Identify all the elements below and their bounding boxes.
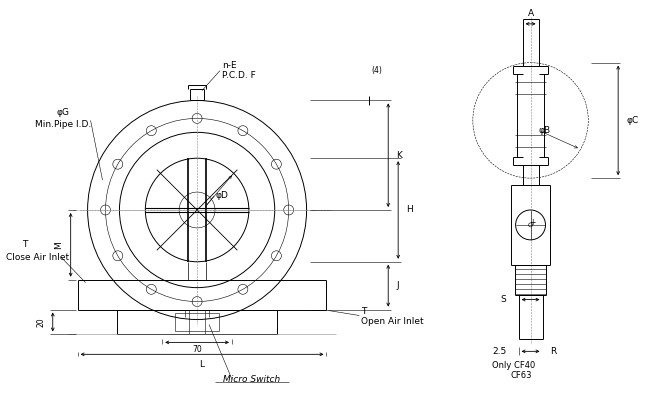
Text: S: S xyxy=(500,295,506,304)
Text: φG: φG xyxy=(56,108,69,117)
Text: K: K xyxy=(396,151,402,160)
Text: J: J xyxy=(396,281,399,290)
Text: T: T xyxy=(22,240,27,249)
Text: 70: 70 xyxy=(192,345,202,354)
Text: φC: φC xyxy=(626,116,638,125)
Text: CF63: CF63 xyxy=(511,371,532,380)
Text: 2.5: 2.5 xyxy=(492,347,507,356)
Text: H: H xyxy=(406,205,413,215)
Text: Only CF40: Only CF40 xyxy=(492,361,535,370)
Text: Close Air Inlet: Close Air Inlet xyxy=(7,253,69,262)
Text: φB: φB xyxy=(539,126,551,135)
Text: n-E: n-E xyxy=(222,61,237,70)
Text: φD: φD xyxy=(215,190,228,200)
Text: Min.Pipe I.D.: Min.Pipe I.D. xyxy=(35,120,91,129)
Text: R: R xyxy=(550,347,557,356)
Text: P.C.D. F: P.C.D. F xyxy=(222,71,256,80)
Text: (4): (4) xyxy=(371,66,382,75)
Text: Open Air Inlet: Open Air Inlet xyxy=(361,317,424,326)
Text: L: L xyxy=(200,360,205,369)
Text: A: A xyxy=(527,10,533,18)
Text: M: M xyxy=(53,241,63,249)
Text: T: T xyxy=(361,307,366,316)
Circle shape xyxy=(529,223,533,227)
Text: +: + xyxy=(529,218,536,227)
Text: Micro Switch: Micro Switch xyxy=(223,375,280,384)
Text: 20: 20 xyxy=(37,317,46,327)
